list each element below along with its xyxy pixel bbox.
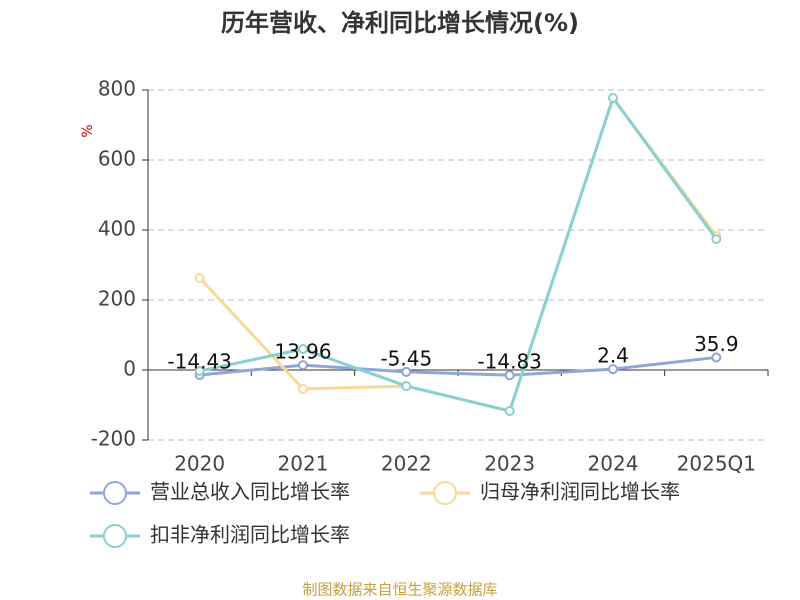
data-label: -14.83 <box>477 350 541 374</box>
y-tick-label: 200 <box>98 287 136 311</box>
series-line <box>198 94 718 413</box>
legend-label: 扣非净利润同比增长率 <box>150 523 350 547</box>
x-tick-label: 2022 <box>381 452 432 476</box>
data-point <box>298 344 308 354</box>
legend-label: 归母净利润同比增长率 <box>480 480 680 504</box>
data-point <box>401 381 412 392</box>
chart-title: 历年营收、净利同比增长情况(%) <box>221 9 579 37</box>
legend-marker <box>103 524 127 548</box>
y-tick-label: 600 <box>98 147 136 171</box>
x-tick-label: 2023 <box>484 452 535 476</box>
y-tick-label: 800 <box>98 77 136 101</box>
series-line <box>199 355 717 377</box>
data-point <box>711 234 722 245</box>
data-point <box>504 405 515 416</box>
x-tick-label: 2020 <box>174 452 225 476</box>
y-tick-label: 400 <box>98 217 136 241</box>
x-tick-label: 2021 <box>278 452 329 476</box>
source-note: 制图数据来自恒生聚源数据库 <box>302 581 497 599</box>
x-tick-label: 2024 <box>588 452 639 476</box>
data-label: 2.4 <box>597 344 629 368</box>
y-axis-label: % <box>80 124 96 137</box>
y-tick-label: 0 <box>123 357 136 381</box>
data-point <box>298 360 308 371</box>
x-tick-label: 2025Q1 <box>677 452 756 476</box>
data-point <box>608 364 618 375</box>
legend-label: 营业总收入同比增长率 <box>150 480 350 504</box>
legend-marker <box>433 481 457 505</box>
data-label: 35.9 <box>694 332 739 356</box>
data-point <box>194 272 205 283</box>
y-tick-label: -200 <box>91 427 136 451</box>
series-line <box>199 94 718 413</box>
data-point <box>504 370 515 381</box>
data-point <box>194 366 205 377</box>
data-point <box>298 383 308 394</box>
data-label: 13.96 <box>274 340 331 364</box>
data-point <box>711 352 722 363</box>
data-label: -5.45 <box>380 346 432 370</box>
data-point <box>608 93 618 104</box>
data-point <box>401 366 412 377</box>
legend-marker <box>103 481 127 505</box>
data-label: -14.43 <box>167 350 231 374</box>
